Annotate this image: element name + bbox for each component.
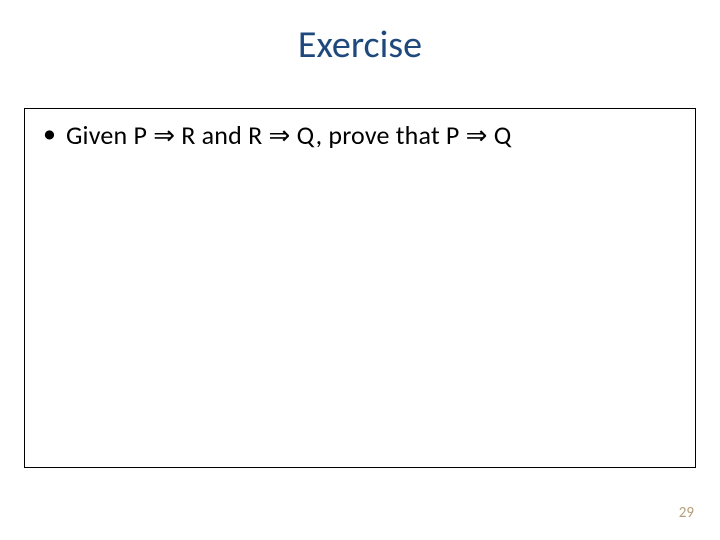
slide-title: Exercise <box>0 22 720 68</box>
content-box: • Given P ⇒ R and R ⇒ Q, prove that P ⇒ … <box>24 108 696 468</box>
bullet-item: • Given P ⇒ R and R ⇒ Q, prove that P ⇒ … <box>43 119 677 151</box>
bullet-text: Given P ⇒ R and R ⇒ Q, prove that P ⇒ Q <box>66 119 511 151</box>
slide: Exercise • Given P ⇒ R and R ⇒ Q, prove … <box>0 0 720 540</box>
bullet-marker: • <box>43 120 56 146</box>
page-number: 29 <box>679 504 694 522</box>
